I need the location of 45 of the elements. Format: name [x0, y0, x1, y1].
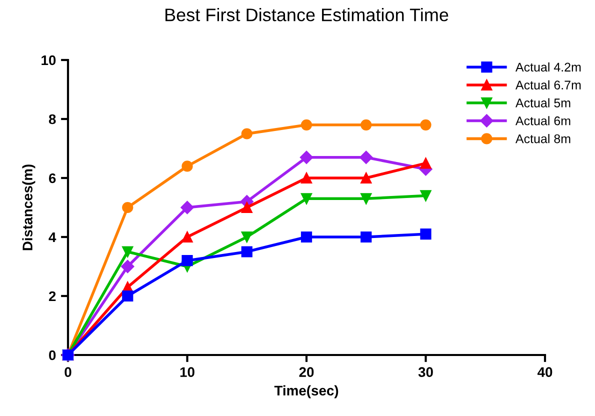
y-tick-label: 2	[48, 291, 56, 302]
x-tick-label: 40	[537, 367, 552, 378]
x-tick-label: 20	[299, 367, 314, 378]
y-tick-label: 10	[42, 55, 56, 66]
legend-label: Actual 6m	[515, 116, 570, 126]
point	[241, 202, 252, 214]
x-axis-title: Time(sec)	[274, 385, 338, 398]
x-tick-label: 30	[418, 367, 433, 378]
point	[182, 160, 193, 172]
legend-label: Actual 8m	[515, 134, 570, 144]
x-tick-label: 0	[64, 367, 72, 378]
legend-label: Actual 5m	[515, 98, 570, 108]
point	[122, 290, 134, 302]
point	[420, 190, 432, 202]
point	[360, 119, 372, 130]
point	[420, 158, 432, 169]
point	[360, 193, 372, 204]
chart-title: Best First Distance Estimation Time	[166, 8, 448, 22]
point	[300, 231, 312, 243]
point	[241, 128, 252, 140]
point	[180, 200, 194, 214]
point	[300, 150, 314, 164]
y-tick-label: 0	[49, 350, 56, 360]
point	[420, 228, 432, 240]
x-tick-label: 10	[180, 367, 194, 378]
point	[300, 193, 312, 204]
point	[360, 172, 372, 184]
point	[300, 119, 312, 130]
point	[241, 246, 252, 258]
point	[360, 150, 373, 164]
point	[182, 231, 193, 243]
point	[241, 231, 252, 243]
point	[122, 202, 134, 214]
point	[121, 260, 134, 274]
y-tick-label: 6	[48, 173, 56, 184]
y-axis-title: Distances(m)	[22, 164, 36, 250]
point	[360, 231, 372, 243]
legend-label: Actual 4.2m	[515, 62, 581, 72]
point	[300, 172, 312, 184]
point	[122, 246, 134, 258]
point	[420, 119, 432, 130]
y-tick-label: 8	[48, 114, 56, 124]
y-tick-label: 4	[48, 232, 56, 242]
point	[182, 255, 193, 266]
legend-label: Actual 6.7m	[515, 80, 581, 90]
